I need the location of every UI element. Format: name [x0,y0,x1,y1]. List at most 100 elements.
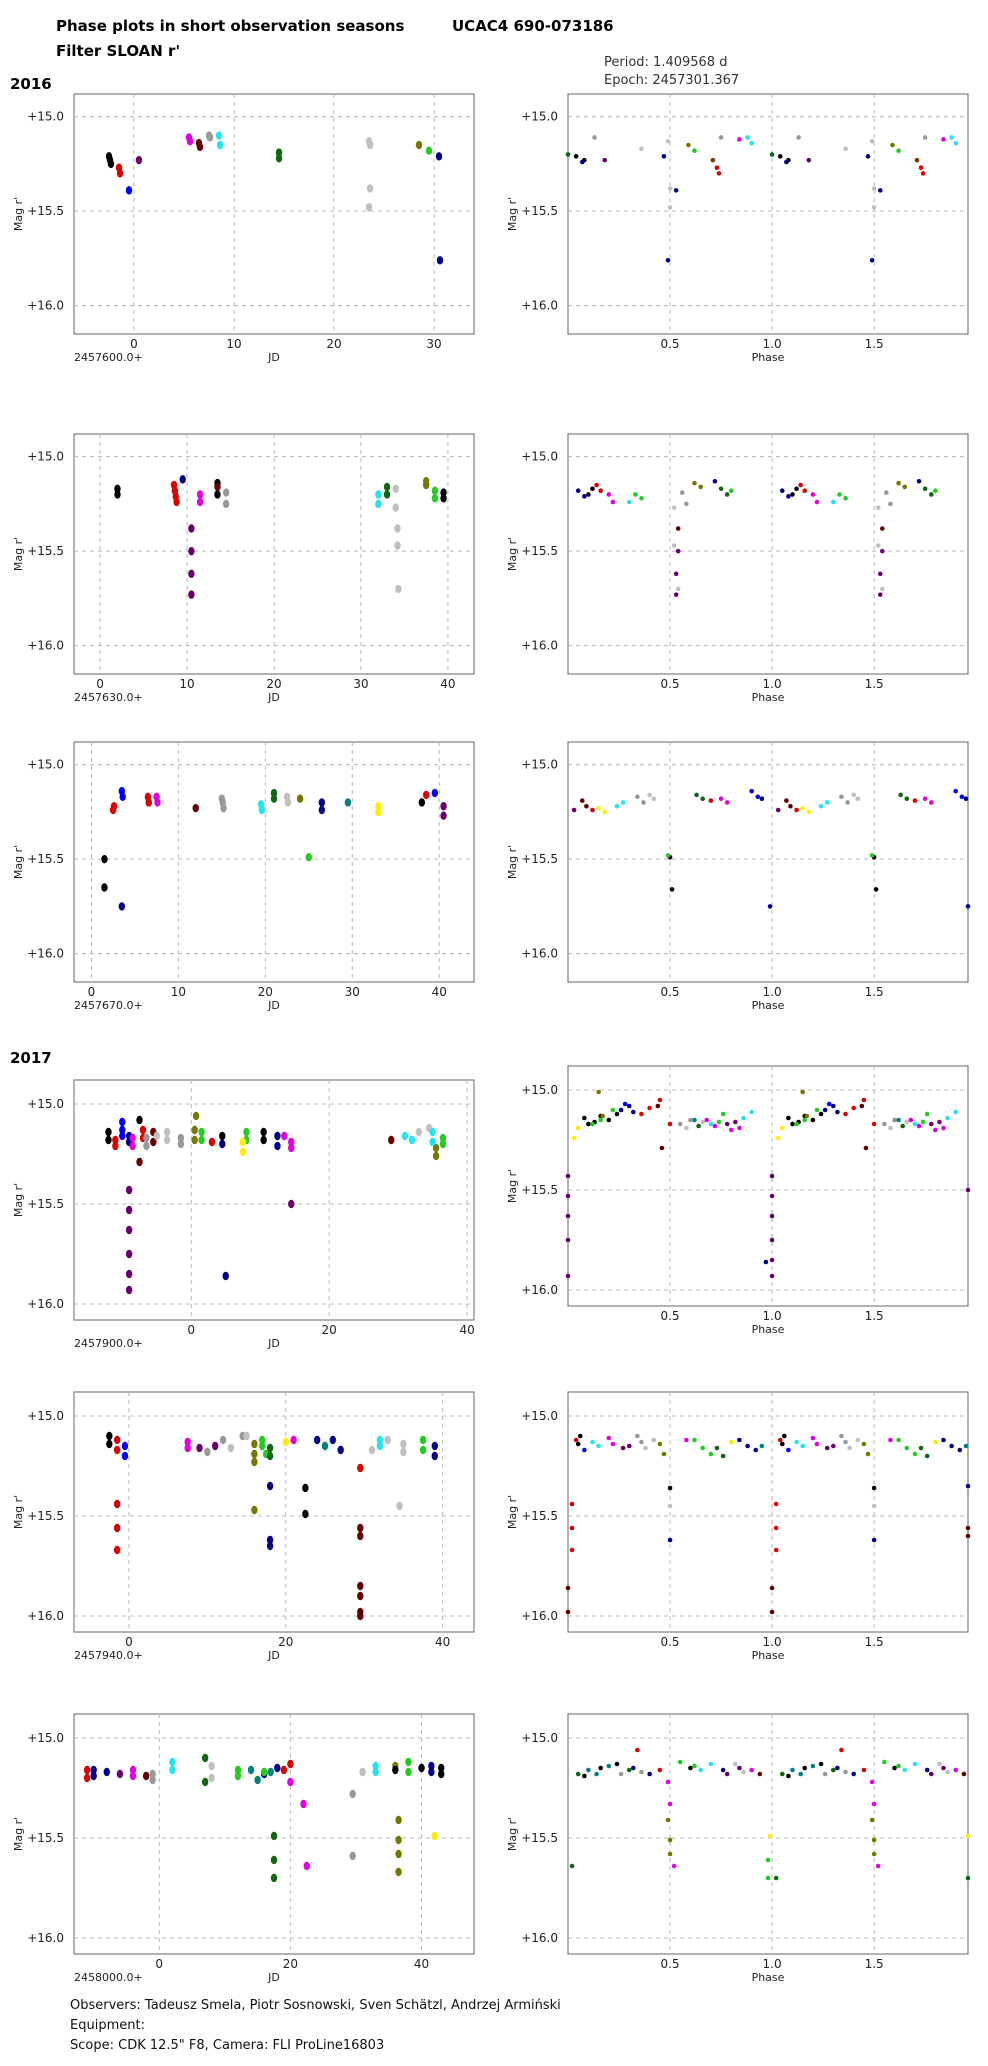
chart-2016-c-phase: 0.5 1.0 1.5 +15.0 +15.5 +16.0 Phase Mag r' [506,741,971,1012]
data-point [575,1771,581,1777]
data-point [376,1441,384,1451]
data-point [928,800,934,805]
data-point [303,1861,310,1871]
data-point [933,1439,938,1445]
y-axis-label: Mag r' [506,537,519,571]
data-point [684,1437,689,1443]
plot-frame [567,433,969,675]
data-point [626,1103,632,1109]
data-point [153,1131,160,1141]
data-point [305,853,312,862]
data-point [724,1771,730,1777]
y-axis-label: Mag r' [506,845,519,879]
x-tick-label: 0.5 [660,1309,679,1323]
data-point [214,482,221,492]
y-tick-label: +15.5 [521,1509,558,1523]
data-point [839,1747,844,1753]
x-tick-label: 1.0 [763,985,782,999]
data-point [749,1109,754,1115]
data-point [753,1447,759,1453]
data-point [665,853,671,858]
data-point [657,1767,663,1773]
plot-frame [73,741,475,983]
data-point [875,1863,881,1869]
data-point [677,1121,683,1127]
data-point [714,1445,720,1451]
data-point [620,1445,626,1451]
data-point [924,1453,930,1459]
data-point [234,1765,242,1775]
data-point [912,1761,918,1767]
data-point [826,1101,832,1107]
data-point [186,137,194,146]
data-point [869,853,875,858]
data-point [260,1767,268,1777]
data-point [418,1763,425,1773]
data-point [270,794,278,803]
data-point [270,1831,278,1841]
data-point [779,1441,785,1447]
data-point [196,490,204,499]
data-point [692,148,697,153]
data-point [710,157,716,163]
data-point [419,1445,427,1455]
data-point [129,1765,137,1775]
data-point [667,186,673,191]
data-point [810,1763,816,1769]
data-point [395,584,402,594]
data-point [902,1767,908,1773]
data-point [941,1125,946,1131]
data-point [963,1443,969,1449]
data-point [428,1761,435,1771]
jd-offset-label: 2457900.0+ [74,1337,143,1350]
data-point [890,142,895,148]
plot-frame [567,93,969,335]
data-point [794,486,799,492]
data-point [610,1441,616,1447]
data-point [667,1121,673,1127]
y-tick-label: +15.0 [521,1083,558,1097]
data-point [302,1509,309,1519]
data-point [647,1105,652,1111]
data-point [965,1875,971,1881]
data-point [737,1765,742,1771]
data-point [582,1773,587,1779]
x-tick-label: 1.5 [865,985,884,999]
y-axis-label: Mag r' [12,1183,25,1217]
data-point [871,1851,877,1857]
data-point [139,1125,147,1135]
data-point [565,1213,571,1219]
data-point [428,1767,435,1777]
data-point [125,1269,133,1279]
data-point [606,1763,612,1769]
data-point [673,592,679,597]
data-point [610,499,616,505]
x-tick-label: 30 [426,337,441,351]
data-point [573,154,579,159]
data-point [149,1775,156,1785]
data-point [274,1141,281,1151]
data-point [368,1445,376,1455]
data-point [765,1857,771,1863]
data-point [313,1435,321,1445]
x-axis-label: Phase [752,1971,785,1984]
data-point [769,1585,775,1591]
data-point [121,1451,129,1461]
data-point [700,1119,705,1125]
x-tick-label: 20 [283,1957,298,1971]
data-point [201,1777,209,1787]
data-point [196,497,204,507]
data-point [698,1767,703,1773]
data-point [806,157,812,163]
data-point [871,1503,877,1509]
y-axis-label: Mag r' [12,1495,25,1529]
data-point [814,1107,820,1113]
data-point [794,1439,799,1445]
jd-offset-label: 2457670.0+ [74,999,143,1012]
data-point [440,494,447,503]
x-tick-label: 1.5 [865,1309,884,1323]
data-point [565,1585,571,1591]
data-point [953,788,959,794]
data-point [129,1133,136,1143]
y-tick-label: +15.5 [27,1831,64,1845]
